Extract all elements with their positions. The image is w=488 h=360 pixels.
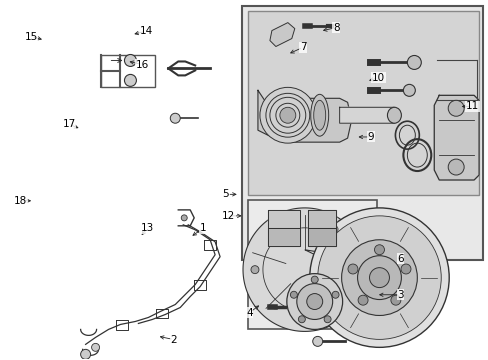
Polygon shape: [307, 210, 335, 228]
Text: 8: 8: [332, 23, 339, 33]
Circle shape: [91, 343, 100, 351]
Bar: [101, 55, 155, 87]
Text: 6: 6: [396, 254, 403, 264]
Ellipse shape: [313, 100, 325, 130]
Text: 15: 15: [24, 32, 38, 41]
Polygon shape: [307, 228, 335, 246]
Circle shape: [357, 295, 367, 305]
Circle shape: [369, 268, 388, 288]
Circle shape: [400, 264, 410, 274]
Circle shape: [324, 316, 330, 323]
Circle shape: [279, 107, 295, 123]
Circle shape: [181, 215, 187, 221]
Circle shape: [290, 291, 297, 298]
Polygon shape: [267, 228, 299, 246]
Circle shape: [310, 276, 318, 283]
Text: 14: 14: [139, 26, 152, 36]
Circle shape: [374, 245, 384, 255]
Circle shape: [390, 295, 400, 305]
Polygon shape: [267, 210, 299, 228]
Bar: [247, 200, 377, 255]
Circle shape: [250, 266, 259, 274]
Circle shape: [124, 75, 136, 86]
Circle shape: [357, 256, 401, 300]
Text: 4: 4: [245, 308, 252, 318]
Polygon shape: [258, 90, 351, 142]
Text: 16: 16: [135, 59, 148, 69]
Circle shape: [347, 264, 357, 274]
Circle shape: [407, 55, 421, 69]
Bar: [242, 6, 482, 260]
Circle shape: [286, 274, 342, 329]
Text: 18: 18: [14, 196, 27, 206]
Circle shape: [341, 240, 416, 315]
Text: 2: 2: [170, 334, 177, 345]
Circle shape: [447, 159, 463, 175]
Text: 9: 9: [367, 132, 374, 142]
Circle shape: [403, 84, 414, 96]
Text: 5: 5: [222, 189, 229, 199]
Circle shape: [170, 113, 180, 123]
Ellipse shape: [386, 107, 401, 123]
Polygon shape: [433, 95, 478, 180]
Text: 13: 13: [140, 224, 153, 233]
Circle shape: [124, 54, 136, 67]
Circle shape: [312, 336, 322, 346]
Circle shape: [329, 306, 337, 314]
Polygon shape: [339, 107, 397, 123]
Circle shape: [306, 293, 322, 310]
Bar: [247, 268, 377, 329]
Circle shape: [317, 216, 440, 339]
Text: 10: 10: [371, 73, 384, 83]
Circle shape: [296, 284, 332, 319]
Text: 7: 7: [299, 42, 305, 52]
Polygon shape: [269, 23, 294, 46]
Circle shape: [309, 208, 448, 347]
Polygon shape: [243, 208, 365, 332]
Text: 3: 3: [396, 290, 403, 300]
Ellipse shape: [310, 94, 328, 136]
Circle shape: [260, 87, 315, 143]
Text: 1: 1: [200, 224, 206, 233]
Text: 11: 11: [465, 102, 478, 112]
Circle shape: [447, 100, 463, 116]
Circle shape: [81, 349, 90, 359]
Bar: [247, 11, 478, 195]
Circle shape: [331, 291, 338, 298]
Text: 12: 12: [222, 211, 235, 221]
Circle shape: [329, 225, 337, 233]
Circle shape: [298, 316, 305, 323]
Text: 17: 17: [62, 120, 76, 129]
